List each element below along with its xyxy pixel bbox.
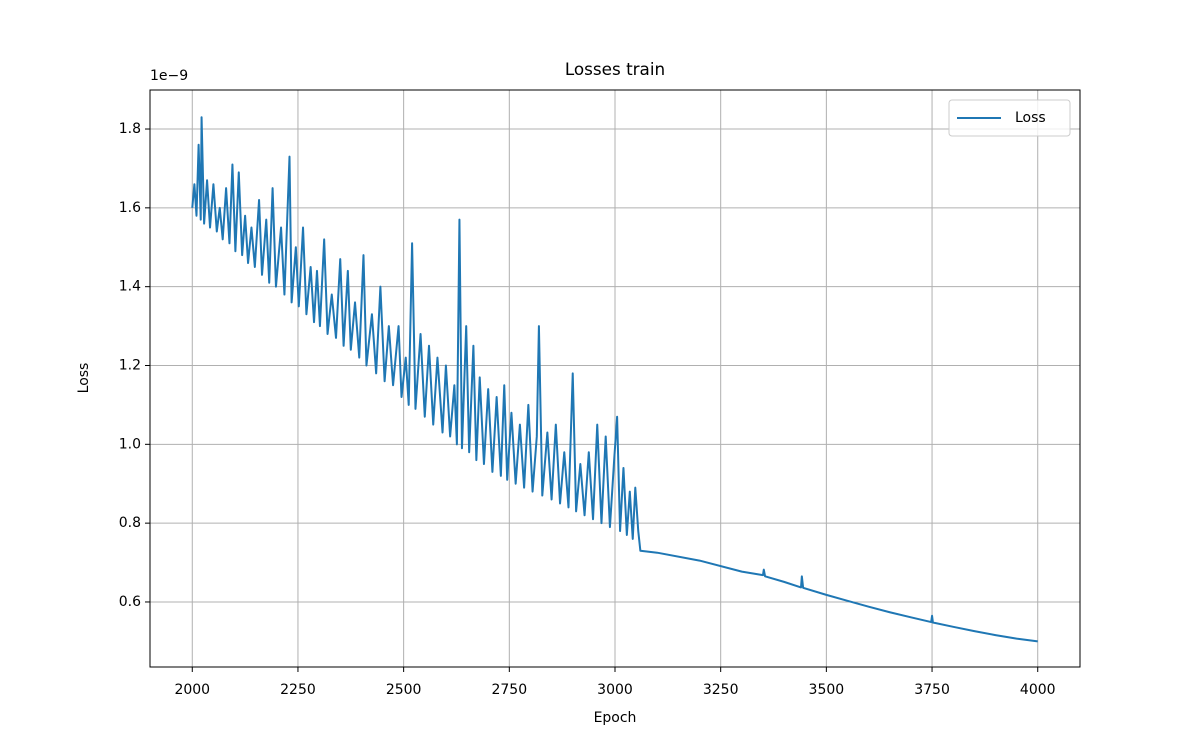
y-tick-label: 0.8	[119, 515, 141, 531]
y-tick-label: 1.0	[119, 436, 141, 452]
y-tick-label: 1.4	[119, 279, 141, 295]
x-tick-label: 2250	[280, 682, 316, 698]
plot-frame	[149, 89, 1081, 668]
x-tick-label: 3750	[914, 682, 950, 698]
y-tick-label: 1.6	[119, 200, 141, 216]
legend-label: Loss	[1015, 110, 1046, 126]
x-tick-label: 2500	[386, 682, 422, 698]
legend-box	[948, 99, 1071, 137]
x-tick-label: 3250	[703, 682, 739, 698]
y-tick-label: 0.6	[119, 594, 141, 610]
x-axis-label: Epoch	[594, 710, 637, 726]
chart-title: Losses train	[565, 59, 665, 79]
x-tick-label: 4000	[1020, 682, 1056, 698]
line-series	[191, 116, 1038, 643]
x-tick-label: 2750	[491, 682, 527, 698]
y-offset-text: 1e−9	[150, 68, 188, 84]
y-tick-label: 1.8	[119, 121, 141, 137]
y-axis-label: Loss	[76, 363, 92, 394]
x-tick-label: 2000	[174, 682, 210, 698]
y-tick-label: 1.2	[119, 357, 141, 373]
x-tick-label: 3000	[597, 682, 633, 698]
x-tick-label: 3500	[809, 682, 845, 698]
